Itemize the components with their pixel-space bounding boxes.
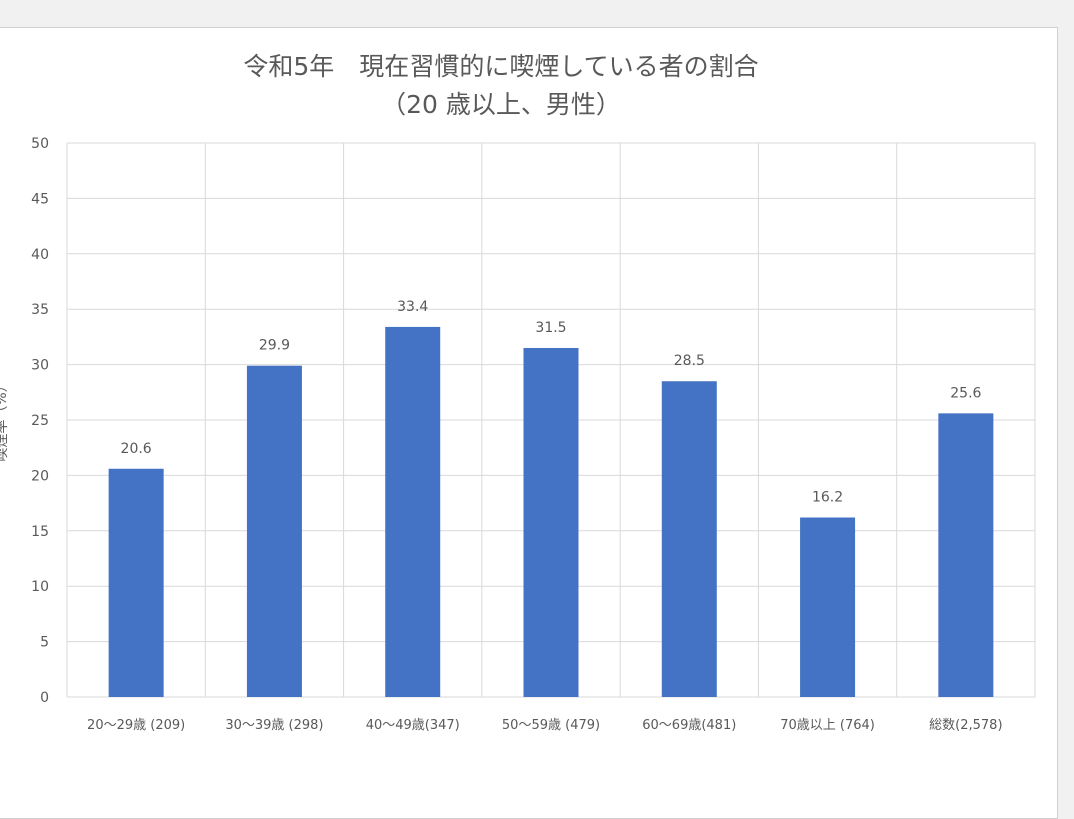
data-label: 25.6 [950, 385, 981, 401]
y-tick-label: 20 [31, 468, 49, 484]
y-tick-label: 30 [31, 358, 49, 374]
y-tick-label: 50 [31, 136, 49, 152]
bar [523, 347, 579, 697]
y-tick-label: 5 [40, 635, 49, 651]
data-label: 33.4 [397, 299, 428, 315]
y-tick-label: 10 [31, 579, 49, 595]
bar [938, 413, 994, 697]
bar-chart: 令和5年 現在習慣的に喫煙している者の割合 （20 歳以上、男性） 喫煙率（%）… [0, 52, 1036, 733]
x-tick-label: 70歳以上 (764) [780, 718, 875, 733]
grid-lines [66, 142, 1036, 698]
data-label: 29.9 [259, 338, 290, 354]
y-tick-label: 45 [31, 191, 49, 207]
x-tick-label: 60～69歳(481) [642, 718, 736, 733]
data-label: 28.5 [674, 353, 705, 369]
x-tick-label: 30～39歳 (298) [225, 718, 323, 733]
bar [108, 468, 164, 697]
bar [246, 365, 302, 697]
y-tick-labels: 0 5 10 15 20 25 30 35 40 45 50 [31, 136, 49, 706]
y-tick-label: 25 [31, 413, 49, 429]
y-tick-label: 40 [31, 247, 49, 263]
x-tick-label: 総数(2,578) [929, 718, 1002, 733]
bars [108, 326, 994, 697]
x-tick-label: 50～59歳 (479) [502, 718, 600, 733]
data-labels: 20.6 29.9 33.4 31.5 28.5 16.2 25.6 [121, 299, 982, 506]
chart-title-line1: 令和5年 現在習慣的に喫煙している者の割合 [243, 52, 758, 81]
x-tick-label: 20～29歳 (209) [87, 718, 185, 733]
data-label: 16.2 [812, 490, 843, 506]
bar [385, 326, 441, 697]
chart-title-line2: （20 歳以上、男性） [381, 90, 621, 119]
bar [661, 381, 717, 697]
x-tick-label: 40～49歳(347) [366, 718, 460, 733]
y-tick-label: 35 [31, 302, 49, 318]
x-tick-labels: 20～29歳 (209) 30～39歳 (298) 40～49歳(347) 50～59… [87, 718, 1002, 733]
bar [800, 517, 856, 697]
data-label: 31.5 [535, 320, 566, 336]
data-label: 20.6 [121, 441, 152, 457]
y-tick-label: 15 [31, 524, 49, 540]
y-tick-label: 0 [40, 690, 49, 706]
y-axis-label: 喫煙率（%） [0, 378, 10, 461]
